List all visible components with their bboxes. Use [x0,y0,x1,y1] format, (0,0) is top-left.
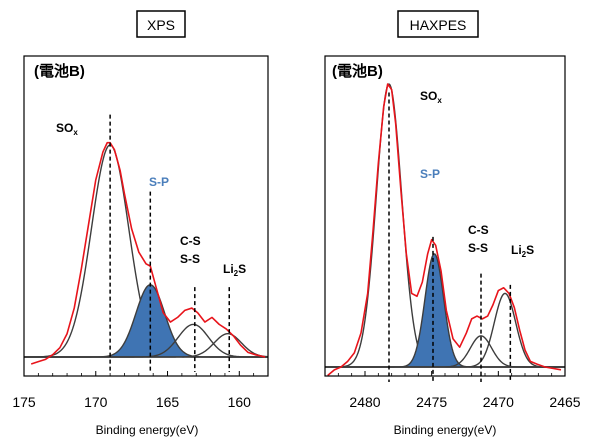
component-fill-1 [24,284,268,357]
annotation-li2s-main: Li [223,262,234,276]
annotation-li2s: Li2S [511,243,534,259]
annotation-sox-sub: x [73,128,78,137]
chart-title: XPS [147,17,175,33]
title-box [397,10,479,38]
x-tick-label-3: 2465 [549,394,580,410]
x-axis-label: Binding energy(eV) [96,423,199,437]
x-tick-label-3: 160 [228,394,252,410]
annotation-sox-sub: x [437,96,442,105]
annotation-ss: S-S [468,241,488,255]
sample-label: (電池B) [34,62,85,80]
annotation-cs: C-S [180,234,201,248]
annotation-sp: S-P [149,175,169,189]
measured-spectrum [327,83,562,377]
annotation-sox: SOx [56,121,78,137]
x-axis-label: Binding energy(eV) [394,423,497,437]
annotation-sox-main: SO [56,121,73,135]
annotation-li2s-tail: S [238,262,246,276]
x-tick-label-1: 2475 [416,394,447,410]
x-tick-label-2: 165 [156,394,180,410]
xps-panel: XPS 175 170 165 160 Binding energy(eV) (電池B) SO… [12,10,269,437]
annotation-cs: C-S [468,223,489,237]
x-tick-label-0: 175 [12,394,36,410]
haxpes-panel: HAXPES 2480 2475 2470 2465 Binding energy(eV)… [324,10,581,437]
annotation-li2s-sub: 2 [522,250,527,259]
chart-title: HAXPES [410,17,467,33]
annotation-ss: S-S [180,252,200,266]
x-tick-label-1: 170 [84,394,108,410]
title-box [136,10,186,38]
annotation-sox-main: SO [420,89,437,103]
sample-label: (電池B) [332,62,383,80]
x-tick-label-0: 2480 [349,394,380,410]
annotation-sox: SOx [420,89,442,105]
annotation-sp: S-P [420,167,440,181]
x-tick-label-2: 2470 [483,394,514,410]
annotation-li2s-sub: 2 [234,269,239,278]
annotation-li2s-main: Li [511,243,522,257]
measured-spectrum [30,141,266,365]
annotation-li2s: Li2S [223,262,246,278]
plot-frame [23,55,269,377]
annotation-li2s-tail: S [526,243,534,257]
